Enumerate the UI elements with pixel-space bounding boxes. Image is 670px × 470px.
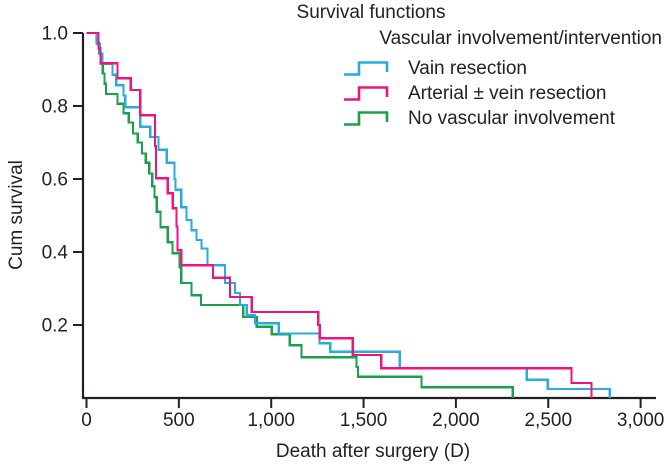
legend-label: Vain resection bbox=[408, 57, 527, 79]
survival-curve-arterial-vein-resection bbox=[86, 31, 593, 398]
step-line-icon bbox=[344, 110, 389, 126]
x-axis-label: Death after surgery (D) bbox=[276, 441, 470, 462]
step-line-icon bbox=[344, 60, 389, 76]
y-tick-label: 0.2 bbox=[42, 316, 68, 337]
legend-item-vein-resection: Vain resection bbox=[340, 56, 662, 81]
legend-item-no-vascular-involvement: No vascular involvement bbox=[340, 106, 662, 131]
axes-frame bbox=[81, 33, 656, 400]
y-tick-label: 0.6 bbox=[42, 170, 68, 191]
x-tick-label: 500 bbox=[163, 410, 195, 431]
legend-item-arterial-vein-resection: Arterial ± vein resection bbox=[340, 81, 662, 106]
chart-title: Survival functions bbox=[296, 2, 446, 23]
legend: Vascular involvement/intervention Vain r… bbox=[340, 28, 662, 131]
y-tick-label: 0.4 bbox=[42, 243, 69, 264]
survival-curve-vain-resection bbox=[86, 31, 611, 398]
y-tick-label: 1.0 bbox=[42, 24, 68, 45]
x-tick-label: 2,500 bbox=[524, 410, 572, 431]
legend-label: Arterial ± vein resection bbox=[408, 82, 607, 104]
legend-title: Vascular involvement/intervention bbox=[379, 28, 662, 49]
x-tick-label: 1,000 bbox=[247, 410, 295, 431]
y-tick-label: 0.8 bbox=[42, 97, 68, 118]
step-line-icon bbox=[344, 85, 389, 101]
x-tick-label: 1,500 bbox=[340, 410, 388, 431]
x-tick-label: 2,000 bbox=[432, 410, 480, 431]
x-tick-label: 3,000 bbox=[617, 410, 665, 431]
x-tick-label: 0 bbox=[81, 410, 92, 431]
y-axis-label: Cum survival bbox=[6, 160, 27, 270]
legend-label: No vascular involvement bbox=[408, 107, 615, 129]
